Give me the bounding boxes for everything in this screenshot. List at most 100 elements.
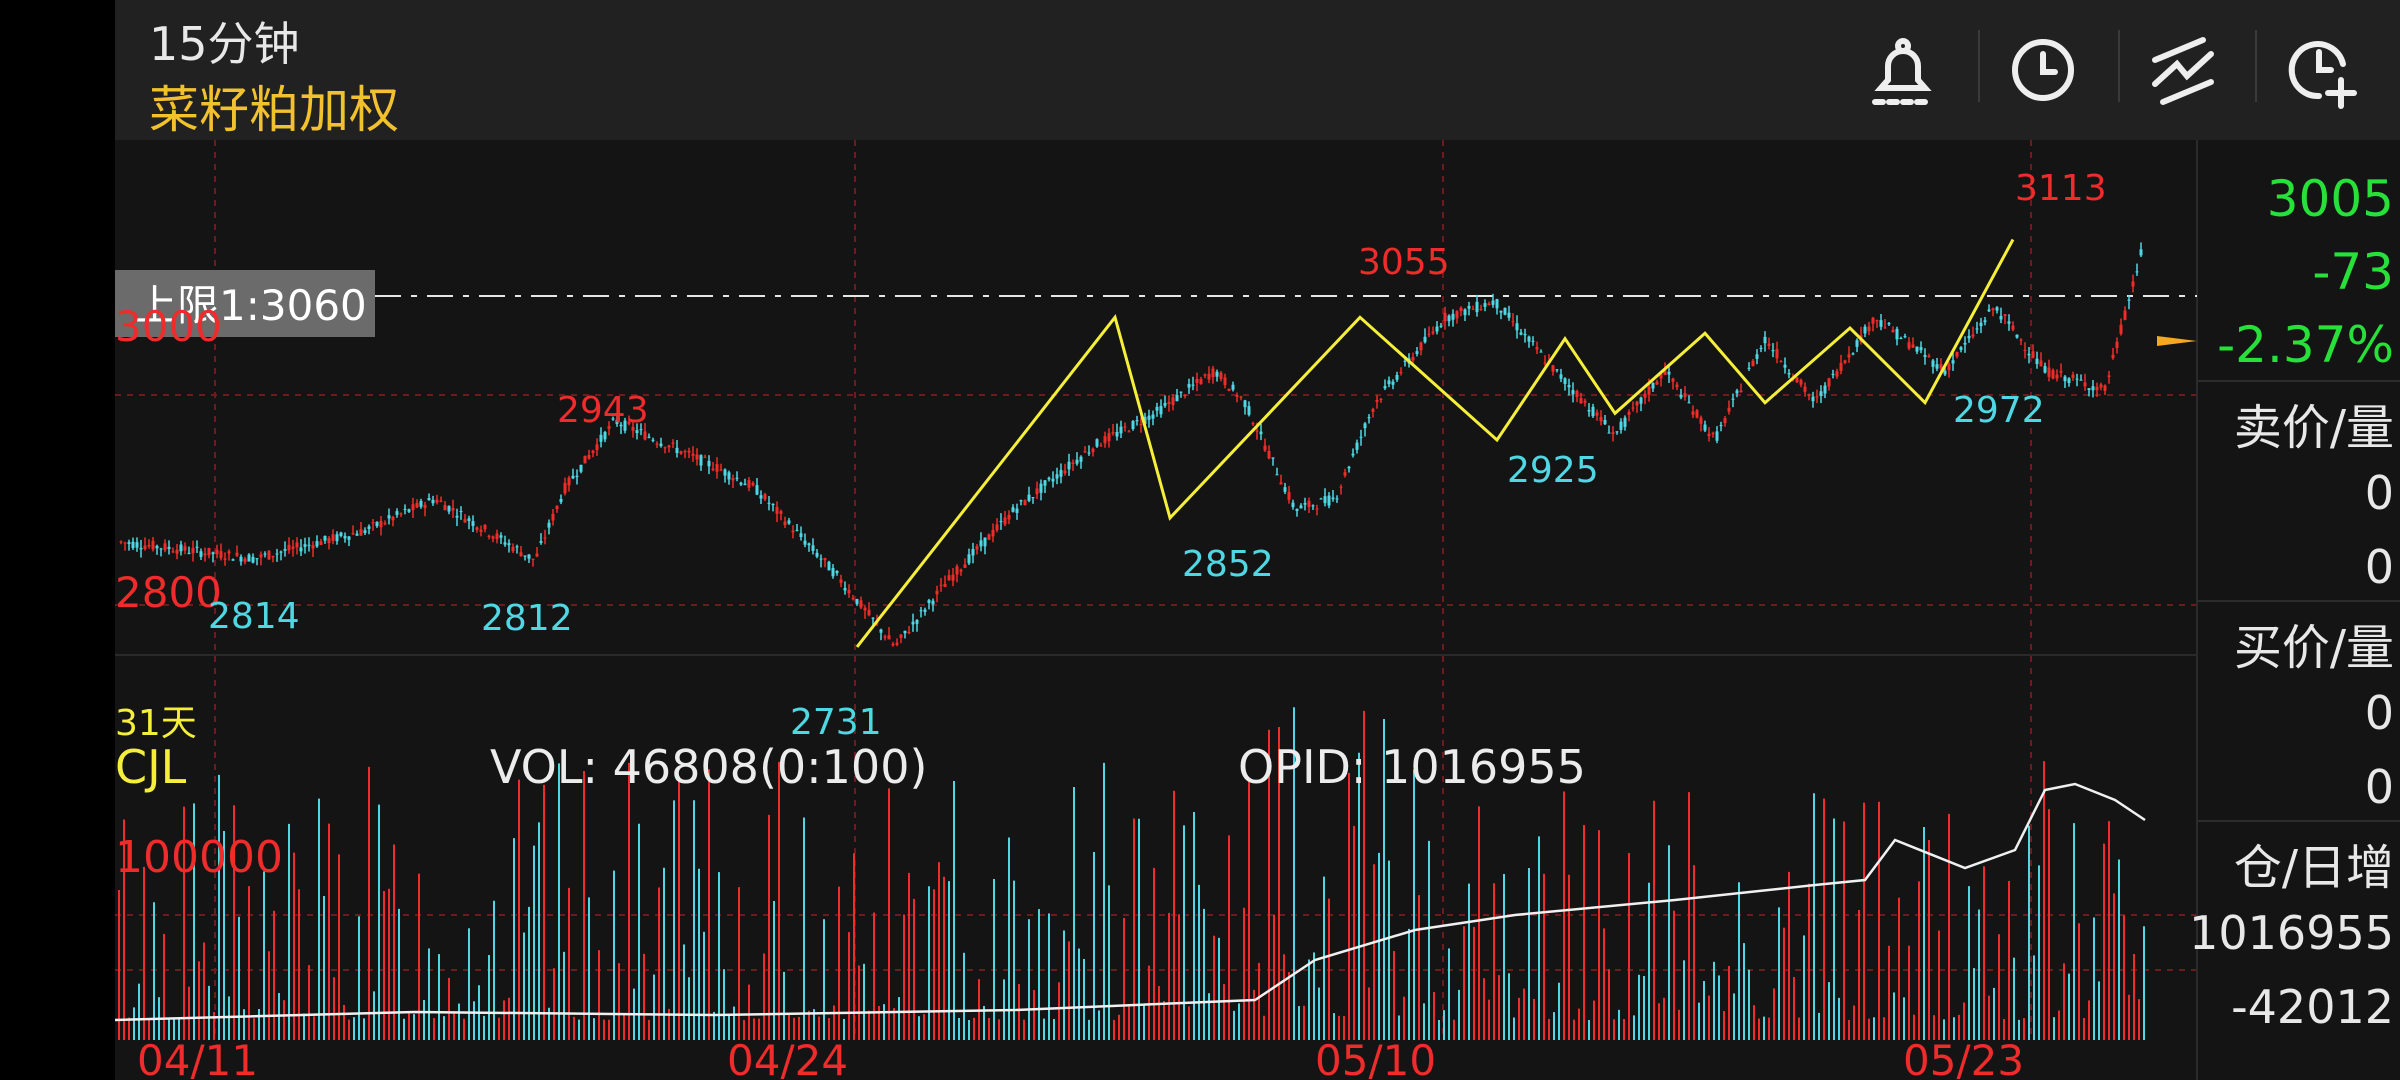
- toolbar-divider: [2118, 30, 2120, 102]
- candle-body: [671, 442, 675, 444]
- candle-body: [1187, 383, 1191, 388]
- open-interest-label: 仓/日增: [2233, 840, 2394, 896]
- candle-body: [1355, 442, 1359, 450]
- candle-body: [547, 522, 551, 528]
- candle-body: [203, 553, 207, 556]
- low-label: 2812: [481, 598, 573, 639]
- candle-body: [603, 432, 607, 440]
- candle-body: [299, 547, 303, 552]
- candle-body: [1367, 417, 1371, 419]
- price-chart[interactable]: [115, 140, 2400, 1080]
- candle-body: [659, 443, 663, 447]
- candle-body: [1195, 378, 1199, 383]
- candle-body: [851, 598, 855, 600]
- bid-price: 0: [2364, 686, 2394, 740]
- candle-body: [567, 477, 571, 486]
- candle-body: [239, 556, 243, 562]
- candle-body: [1475, 301, 1479, 313]
- alarm-bell-icon[interactable]: [1855, 22, 1951, 118]
- last-price: 3005: [2266, 170, 2394, 228]
- date-tick: 04/11: [137, 1036, 259, 1080]
- candle-body: [2135, 271, 2139, 273]
- candle-body: [2063, 376, 2067, 382]
- candle-body: [483, 524, 487, 530]
- candle-body: [1283, 487, 1287, 492]
- candle-body: [395, 511, 399, 515]
- candle-body: [783, 521, 787, 526]
- candle-body: [1279, 482, 1283, 485]
- candle-body: [843, 587, 847, 591]
- candle-body: [219, 551, 223, 559]
- candle-body: [1075, 459, 1079, 464]
- candle-body: [403, 508, 407, 510]
- limit-line-tag[interactable]: 上限1:3060: [115, 270, 375, 337]
- candle-body: [235, 552, 239, 556]
- candle-body: [2071, 374, 2075, 379]
- panel-divider: [2197, 820, 2400, 822]
- candle-body: [279, 551, 283, 553]
- candle-body: [1011, 507, 1015, 512]
- candle-body: [2139, 249, 2143, 256]
- bid-volume: 0: [2364, 760, 2394, 814]
- candle-body: [591, 450, 595, 453]
- volume-indicator-name[interactable]: CJL: [115, 740, 187, 794]
- candle-body: [1091, 448, 1095, 453]
- candle-body: [1763, 336, 1767, 344]
- last-price-marker: [2157, 336, 2197, 346]
- candle-body: [379, 520, 383, 528]
- clock-icon[interactable]: [1995, 22, 2091, 118]
- candle-body: [651, 439, 655, 441]
- candle-body: [1615, 431, 1619, 433]
- candle-body: [1415, 351, 1419, 354]
- candle-body: [615, 419, 619, 424]
- candle-body: [775, 506, 779, 514]
- candle-body: [1631, 407, 1635, 409]
- candle-body: [799, 533, 803, 538]
- candle-body: [175, 549, 179, 554]
- candle-body: [2027, 353, 2031, 356]
- candle-body: [1931, 360, 1935, 367]
- candle-body: [711, 468, 715, 471]
- candle-body: [1887, 323, 1891, 325]
- candle-body: [639, 429, 643, 431]
- period-selector[interactable]: 15分钟: [149, 17, 300, 71]
- candle-body: [439, 500, 443, 502]
- candle-body: [1655, 381, 1659, 385]
- candle-body: [723, 469, 727, 476]
- candle-body: [2079, 379, 2083, 381]
- candle-body: [1239, 396, 1243, 398]
- candle-body: [787, 520, 791, 524]
- candle-body: [903, 630, 907, 634]
- candle-body: [1739, 390, 1743, 393]
- candle-body: [2123, 310, 2127, 320]
- candle-body: [1071, 462, 1075, 464]
- candle-body: [1119, 426, 1123, 434]
- candle-body: [1171, 397, 1175, 405]
- candle-body: [135, 542, 139, 548]
- candle-body: [991, 529, 995, 537]
- candle-body: [1943, 370, 1947, 375]
- candle-body: [715, 464, 719, 472]
- candle-body: [699, 455, 703, 466]
- candle-body: [131, 541, 135, 549]
- candle-body: [1223, 377, 1227, 386]
- candle-body: [1855, 340, 1859, 347]
- candle-body: [707, 460, 711, 467]
- candle-body: [1099, 445, 1103, 447]
- candle-body: [2067, 378, 2071, 383]
- candle-body: [819, 558, 823, 560]
- candle-body: [1799, 379, 1803, 385]
- symbol-name[interactable]: 菜籽粕加权: [149, 81, 399, 139]
- candle-body: [1543, 362, 1547, 364]
- candle-body: [1695, 410, 1699, 418]
- candle-body: [1299, 505, 1303, 509]
- candle-body: [703, 456, 707, 458]
- candle-body: [1831, 373, 1835, 375]
- add-clock-icon[interactable]: [2275, 22, 2371, 118]
- high-label: 2943: [557, 390, 649, 431]
- candle-body: [1115, 432, 1119, 437]
- candle-body: [1259, 431, 1263, 435]
- drawing-lines-icon[interactable]: [2135, 22, 2231, 118]
- candle-body: [251, 556, 255, 563]
- candle-body: [919, 610, 923, 612]
